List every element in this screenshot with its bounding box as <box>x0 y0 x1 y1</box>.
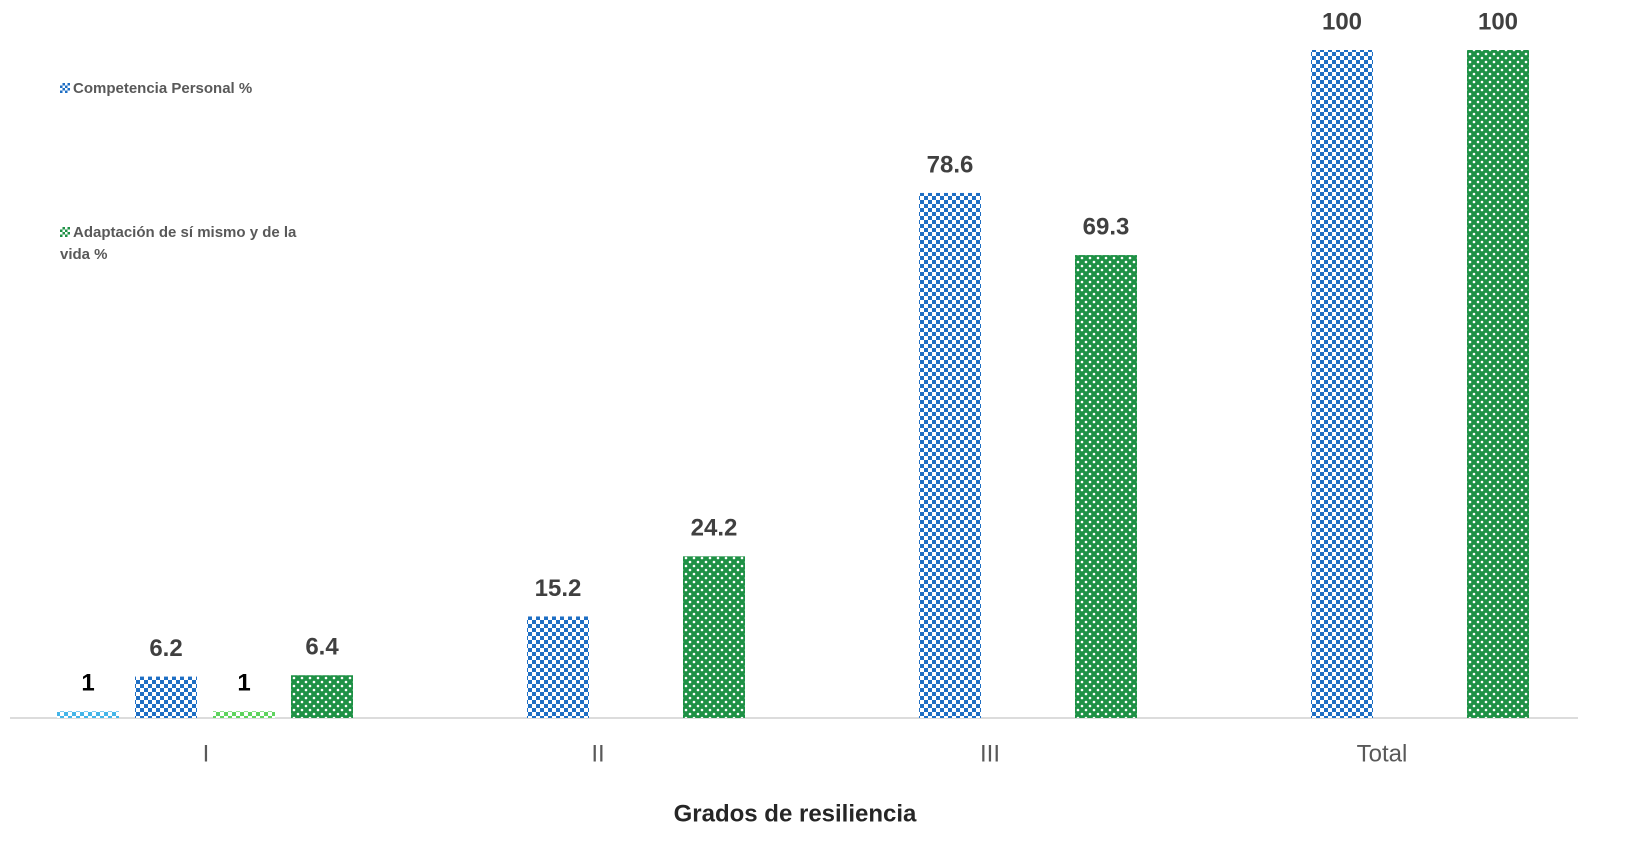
data-label: 24.2 <box>691 515 738 542</box>
legend-entry: Competencia Personal % <box>60 78 325 100</box>
bar <box>683 556 745 718</box>
bar <box>1075 255 1137 719</box>
legend-swatch <box>60 227 70 237</box>
legend-entry: Adaptación de sí mismo y de la vida % <box>60 222 325 266</box>
data-label: 100 <box>1322 8 1362 35</box>
data-label: 1 <box>81 670 94 697</box>
x-tick-label: Total <box>1357 740 1408 767</box>
data-label: 78.6 <box>927 151 974 178</box>
data-label: 1 <box>237 670 250 697</box>
bar <box>527 616 589 718</box>
x-tick-label: I <box>203 740 210 767</box>
x-axis-title: Grados de resiliencia <box>674 800 917 827</box>
bar <box>57 711 119 718</box>
x-tick-label: III <box>980 740 1000 767</box>
bar <box>1467 50 1529 718</box>
data-label: 6.4 <box>305 634 339 661</box>
legend-label: Competencia Personal % <box>73 80 253 97</box>
legend-swatch <box>60 83 70 93</box>
bar <box>135 676 197 718</box>
data-label: 15.2 <box>535 575 582 602</box>
bar <box>919 192 981 718</box>
data-label: 100 <box>1478 8 1518 35</box>
x-tick-label: II <box>591 740 604 767</box>
data-label: 69.3 <box>1083 213 1130 240</box>
legend-label: Adaptación de sí mismo y de la vida % <box>60 224 297 263</box>
bar <box>213 711 275 718</box>
data-label: 6.2 <box>149 635 182 662</box>
bar <box>1311 50 1373 718</box>
bar <box>291 675 353 718</box>
